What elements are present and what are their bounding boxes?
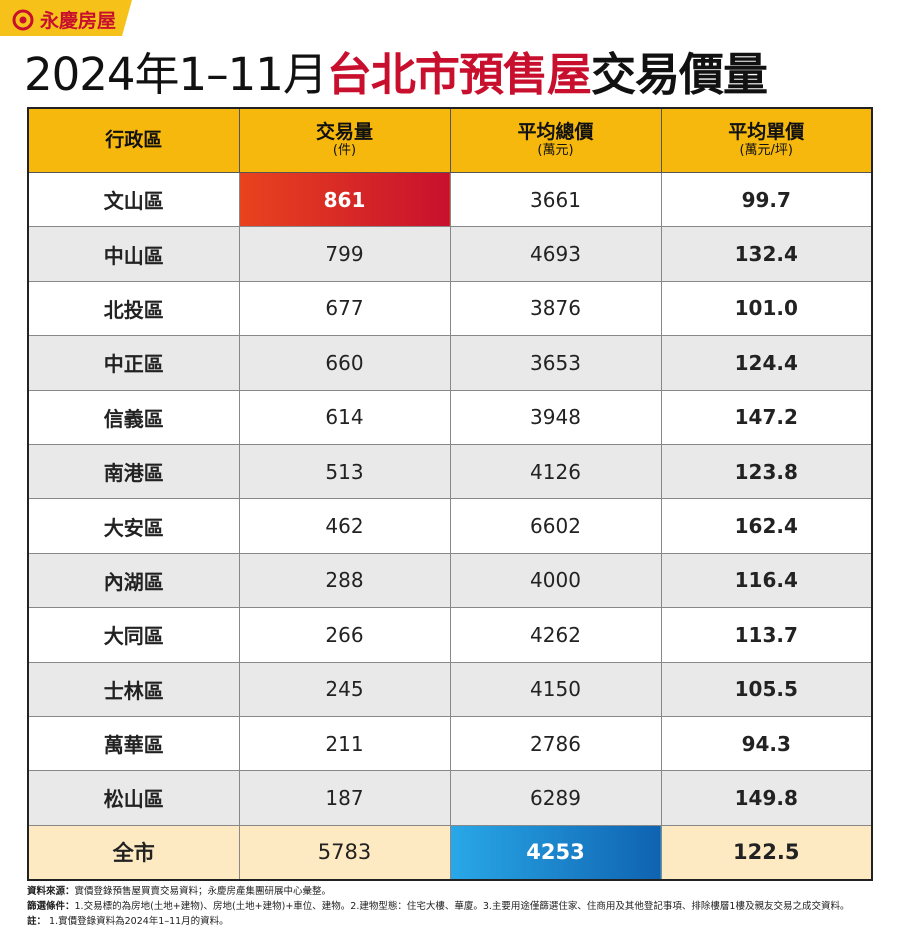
- value-cell: 462: [238, 498, 451, 554]
- title: 2024年1–11月台北市預售屋交易價量: [24, 38, 876, 103]
- district-cell: 士林區: [27, 661, 240, 717]
- value-cell: 288: [238, 552, 451, 609]
- value-cell: 211: [238, 715, 451, 772]
- note: 篩選條件：1.交易標的為房地(土地+建物)、房地(土地+建物)+車位、建物。2.…: [27, 899, 887, 914]
- logo-icon: [12, 9, 34, 30]
- value-cell: 147.2: [660, 389, 873, 445]
- header-row: 行政區 交易量 (件) 平均總價 (萬元) 平均單價 (萬元/坪): [27, 107, 873, 173]
- header-unit: (萬元/坪): [739, 142, 794, 158]
- header-label: 平均總價: [517, 121, 594, 144]
- value-cell: 4693: [449, 226, 662, 282]
- table-row: 松山區 187 6289 149.8: [27, 770, 873, 826]
- value-cell: 266: [238, 607, 451, 663]
- district-cell: 中正區: [27, 335, 240, 391]
- value-cell: 99.7: [660, 171, 873, 228]
- note-text: 實價登錄預售屋買賣交易資料；永慶房產集團研展中心彙整。: [74, 886, 332, 897]
- logo: 永慶房屋: [12, 6, 116, 33]
- data-table: 行政區 交易量 (件) 平均總價 (萬元) 平均單價 (萬元/坪) 文山區 861 3661 99.…: [27, 107, 873, 882]
- value-cell: 4150: [449, 661, 662, 717]
- table-row: 大安區 462 6602 162.4: [27, 498, 873, 554]
- table-row: 士林區 245 4150 105.5: [27, 661, 873, 717]
- table-row: 北投區 677 3876 101.0: [27, 280, 873, 337]
- value-cell: 123.8: [660, 443, 873, 500]
- header-label: 平均單價: [728, 121, 805, 144]
- table-row: 文山區 861 3661 99.7: [27, 171, 873, 228]
- note-label: 註：: [27, 916, 47, 927]
- value-cell: 132.4: [660, 226, 873, 282]
- value-cell: 513: [238, 443, 451, 500]
- value-cell: 105.5: [660, 661, 873, 717]
- district-cell: 大安區: [27, 498, 240, 554]
- title-highlight: 台北市預售屋: [326, 48, 592, 101]
- value-cell: 6289: [449, 770, 662, 826]
- value-cell: 4126: [449, 443, 662, 500]
- header-label: 行政區: [105, 128, 163, 151]
- value-cell: 162.4: [660, 498, 873, 554]
- column-header: 行政區: [27, 107, 240, 173]
- title-part: 交易價量: [590, 48, 768, 101]
- notes: 資料來源：實價登錄預售屋買賣交易資料；永慶房產集團研展中心彙整。 篩選條件：1.交…: [27, 884, 887, 929]
- note: 資料來源：實價登錄預售屋買賣交易資料；永慶房產集團研展中心彙整。: [27, 884, 887, 899]
- value-cell: 3948: [449, 389, 662, 445]
- column-header: 平均單價 (萬元/坪): [660, 107, 873, 173]
- district-cell: 萬華區: [27, 715, 240, 772]
- district-cell: 大同區: [27, 607, 240, 663]
- value-cell: 677: [238, 280, 451, 337]
- district-cell: 中山區: [27, 226, 240, 282]
- table-row: 信義區 614 3948 147.2: [27, 389, 873, 445]
- note-label: 資料來源：: [27, 886, 75, 897]
- value-cell: 4262: [449, 607, 662, 663]
- district-cell: 松山區: [27, 770, 240, 826]
- value-cell: 2786: [449, 715, 662, 772]
- value-cell: 3653: [449, 335, 662, 391]
- value-cell: 799: [238, 226, 451, 282]
- title-part: 2024年1–11月: [24, 48, 328, 101]
- table-row: 萬華區 211 2786 94.3: [27, 715, 873, 772]
- value-cell: 101.0: [660, 280, 873, 337]
- table-row: 中山區 799 4693 132.4: [27, 226, 873, 282]
- note-text: 1.實價登錄資料為2024年1–11月的資料。: [46, 916, 229, 927]
- district-cell: 北投區: [27, 280, 240, 337]
- value-cell: 3876: [449, 280, 662, 337]
- column-header: 交易量 (件): [238, 107, 451, 173]
- value-cell: 149.8: [660, 770, 873, 826]
- logo-text: 永慶房屋: [40, 10, 117, 32]
- value-cell: 116.4: [660, 552, 873, 609]
- value-cell: 113.7: [660, 607, 873, 663]
- value-cell: 6602: [449, 498, 662, 554]
- note: 註： 1.實價登錄資料為2024年1–11月的資料。: [27, 914, 887, 929]
- value-cell: 614: [238, 389, 451, 445]
- table-row: 中正區 660 3653 124.4: [27, 335, 873, 391]
- value-cell: 4253: [449, 824, 662, 881]
- header-unit: (萬元): [537, 142, 574, 158]
- table-row: 全市 5783 4253 122.5: [27, 824, 873, 881]
- table-row: 內湖區 288 4000 116.4: [27, 552, 873, 609]
- district-cell: 內湖區: [27, 552, 240, 609]
- value-cell: 122.5: [660, 824, 873, 881]
- value-cell: 660: [238, 335, 451, 391]
- value-cell: 94.3: [660, 715, 873, 772]
- note-label: 篩選條件：: [27, 901, 75, 912]
- table-row: 南港區 513 4126 123.8: [27, 443, 873, 500]
- district-cell: 全市: [27, 824, 240, 881]
- district-cell: 南港區: [27, 443, 240, 500]
- header-label: 交易量: [315, 121, 373, 144]
- value-cell: 124.4: [660, 335, 873, 391]
- column-header: 平均總價 (萬元): [449, 107, 662, 173]
- header-band: [0, 0, 132, 36]
- value-cell: 245: [238, 661, 451, 717]
- note-text: 1.交易標的為房地(土地+建物)、房地(土地+建物)+車位、建物。2.建物型態：…: [74, 901, 850, 912]
- header-unit: (件): [332, 142, 357, 158]
- value-cell: 187: [238, 770, 451, 826]
- value-cell: 861: [238, 171, 451, 228]
- value-cell: 4000: [449, 552, 662, 609]
- value-cell: 5783: [238, 824, 451, 881]
- table-row: 大同區 266 4262 113.7: [27, 607, 873, 663]
- district-cell: 文山區: [27, 171, 240, 228]
- value-cell: 3661: [449, 171, 662, 228]
- district-cell: 信義區: [27, 389, 240, 445]
